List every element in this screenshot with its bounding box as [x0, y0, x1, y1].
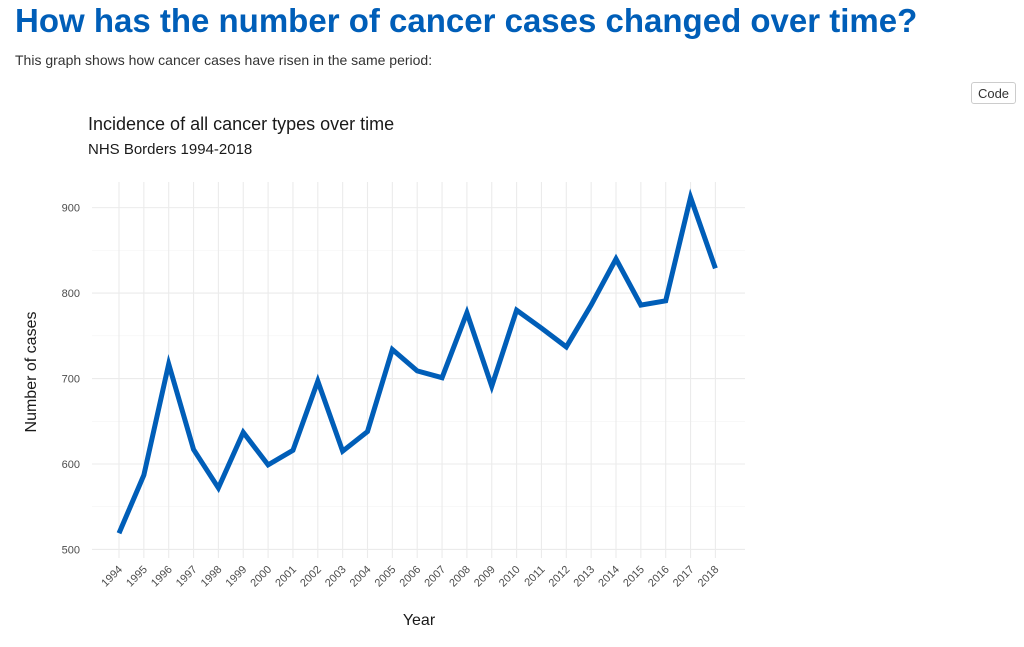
page-title: How has the number of cancer cases chang… [15, 2, 918, 39]
code-button[interactable]: Code [971, 82, 1016, 104]
x-tick-label: 2013 [571, 564, 597, 590]
chart-subtitle: NHS Borders 1994-2018 [88, 141, 252, 158]
x-tick-label: 1997 [174, 564, 200, 590]
y-tick-label: 500 [62, 544, 80, 556]
y-tick-label: 700 [62, 374, 80, 386]
cancer-incidence-chart: Incidence of all cancer types over time … [23, 114, 745, 629]
x-tick-label: 2014 [596, 564, 622, 590]
x-tick-label: 1996 [149, 564, 175, 590]
x-tick-label: 1995 [124, 564, 150, 590]
series-line [116, 188, 718, 535]
x-axis: 1994 1995 1996 1997 1998 1999 2000 2001 2002 2003… [99, 564, 721, 590]
x-tick-label: 2016 [646, 564, 672, 590]
x-tick-label: 2011 [522, 564, 547, 589]
chart-title: Incidence of all cancer types over time [88, 114, 394, 134]
y-tick-label: 800 [62, 288, 80, 300]
y-axis-title: Number of cases [23, 312, 40, 433]
x-tick-label: 1999 [224, 564, 250, 590]
y-tick-label: 900 [62, 203, 80, 215]
x-tick-label: 2005 [373, 564, 399, 590]
y-axis: 500 600 700 800 900 [62, 203, 80, 557]
x-tick-label: 2010 [497, 564, 523, 590]
x-tick-label: 2017 [671, 564, 697, 590]
x-tick-label: 2000 [248, 564, 274, 590]
x-tick-label: 2018 [696, 564, 722, 590]
x-tick-label: 1994 [99, 564, 125, 590]
series-layer [116, 188, 718, 535]
x-tick-label: 2015 [621, 564, 647, 590]
x-tick-label: 2007 [422, 564, 448, 590]
x-tick-label: 2012 [547, 564, 573, 590]
intro-text: This graph shows how cancer cases have r… [15, 52, 433, 68]
x-tick-label: 2006 [398, 564, 424, 590]
x-tick-label: 2009 [472, 564, 498, 590]
x-tick-label: 2002 [298, 564, 324, 590]
y-tick-label: 600 [62, 459, 80, 471]
x-axis-title: Year [403, 612, 436, 629]
x-tick-label: 2003 [323, 564, 349, 590]
x-tick-label: 2004 [348, 564, 374, 590]
x-tick-label: 1998 [199, 564, 225, 590]
x-tick-label: 2001 [273, 564, 299, 590]
x-tick-label: 2008 [447, 564, 473, 590]
